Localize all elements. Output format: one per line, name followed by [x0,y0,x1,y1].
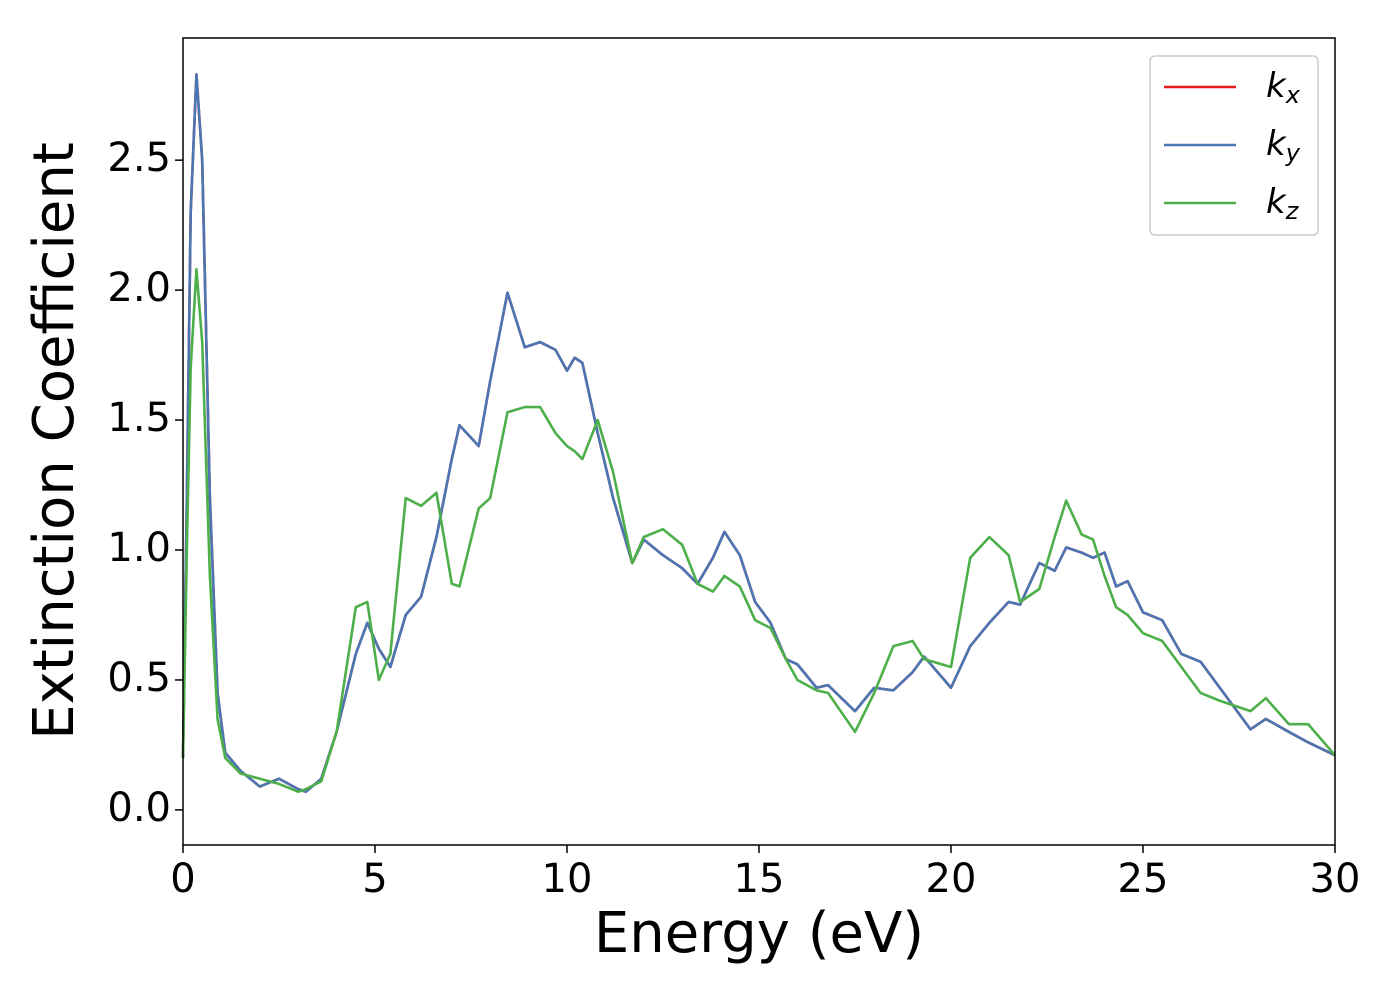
series-line [181,268,1336,794]
legend-label: kz [1266,182,1300,226]
x-tick-label: 15 [734,856,785,902]
y-tick-label: 0.0 [107,785,171,831]
y-tick-label: 1.5 [107,395,171,441]
x-tick-label: 20 [926,856,977,902]
x-tick-label: 5 [362,856,387,902]
x-tick-label: 0 [170,856,195,902]
y-tick-label: 1.0 [107,525,171,571]
legend-label: kx [1266,66,1301,110]
x-axis-label: Energy (eV) [594,901,924,966]
y-tick-label: 2.5 [107,135,171,181]
plot-frame [182,37,1336,846]
legend-label: ky [1266,124,1301,168]
y-tick-label: 0.5 [107,655,171,701]
y-axis-label: Extinction Coefficient [22,142,87,740]
x-tick-label: 10 [542,856,593,902]
x-tick-label: 30 [1310,856,1361,902]
y-tick-label: 2.0 [107,265,171,311]
x-tick-label: 25 [1118,856,1169,902]
